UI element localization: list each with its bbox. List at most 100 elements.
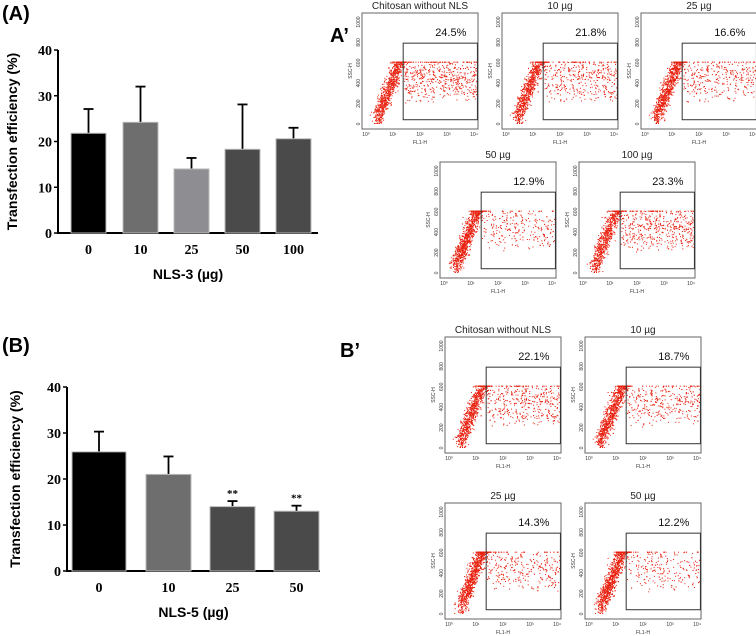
data-point xyxy=(516,112,518,114)
data-point xyxy=(662,83,664,85)
data-point xyxy=(721,91,723,93)
data-point xyxy=(529,92,531,94)
data-point xyxy=(532,75,534,77)
data-point xyxy=(527,84,529,85)
data-point xyxy=(669,97,671,99)
data-point xyxy=(527,81,529,83)
data-point xyxy=(705,74,707,76)
data-point xyxy=(661,114,663,116)
data-point xyxy=(475,215,477,217)
data-point xyxy=(379,119,381,121)
data-point xyxy=(673,81,675,83)
data-point xyxy=(385,95,387,97)
data-point xyxy=(395,79,397,81)
data-point xyxy=(523,99,525,101)
data-point xyxy=(704,73,706,75)
data-point xyxy=(398,83,400,85)
data-point xyxy=(669,90,671,92)
data-point xyxy=(450,63,452,64)
data-point xyxy=(675,61,677,63)
data-point xyxy=(381,122,383,124)
data-point xyxy=(691,69,693,71)
data-point xyxy=(395,82,397,84)
data-point xyxy=(388,67,390,68)
data-point xyxy=(742,65,744,66)
data-point xyxy=(694,72,696,74)
data-point xyxy=(727,90,729,91)
data-point xyxy=(601,78,603,79)
data-point xyxy=(657,103,659,105)
data-point xyxy=(525,88,527,90)
data-point xyxy=(605,78,607,80)
data-point xyxy=(670,91,672,93)
data-point xyxy=(533,78,535,80)
data-point xyxy=(397,74,399,76)
data-point xyxy=(380,113,382,115)
data-point xyxy=(522,118,524,120)
data-point xyxy=(548,244,550,246)
data-point xyxy=(576,88,578,90)
data-point xyxy=(679,62,681,64)
data-point xyxy=(400,62,402,64)
data-point xyxy=(604,85,606,87)
data-point xyxy=(381,99,383,101)
data-point xyxy=(678,64,680,66)
data-point xyxy=(495,218,497,220)
data-point xyxy=(388,82,390,84)
x-tick-label: 25 xyxy=(226,581,240,596)
data-point xyxy=(685,87,687,89)
data-point xyxy=(468,68,469,70)
scatter-points xyxy=(448,210,556,273)
data-point xyxy=(671,68,673,69)
x-tick-label: 50 xyxy=(290,581,304,596)
data-point xyxy=(682,63,684,65)
data-point xyxy=(674,85,676,87)
data-point xyxy=(430,64,432,66)
data-point xyxy=(455,86,457,88)
data-point xyxy=(577,65,579,67)
data-point xyxy=(458,76,460,78)
data-point xyxy=(663,113,665,115)
data-point xyxy=(673,73,675,75)
data-point xyxy=(441,88,442,90)
data-point xyxy=(705,93,707,95)
data-point xyxy=(577,78,579,80)
data-point xyxy=(410,72,412,74)
data-point xyxy=(529,81,531,83)
data-point xyxy=(393,78,395,80)
data-point xyxy=(414,90,416,92)
data-point xyxy=(668,91,670,93)
data-point xyxy=(476,211,478,213)
data-point xyxy=(417,93,419,95)
data-point xyxy=(665,110,667,112)
data-point xyxy=(535,218,537,220)
data-point xyxy=(381,87,383,89)
data-point xyxy=(535,72,537,74)
data-point xyxy=(591,99,593,101)
data-point xyxy=(657,118,659,119)
data-point xyxy=(436,68,438,70)
data-point xyxy=(670,80,672,82)
data-point xyxy=(382,88,384,90)
data-point xyxy=(742,61,744,63)
data-point xyxy=(397,83,399,85)
data-point xyxy=(556,87,558,89)
data-point xyxy=(655,111,657,113)
data-point xyxy=(671,64,673,66)
data-point xyxy=(752,61,754,63)
data-point xyxy=(680,77,682,79)
data-point xyxy=(672,81,674,83)
data-point xyxy=(754,70,756,72)
data-point xyxy=(595,64,596,66)
data-point xyxy=(661,109,663,111)
data-point xyxy=(667,81,669,83)
data-point xyxy=(450,79,452,81)
data-point xyxy=(584,90,586,92)
data-point xyxy=(452,75,454,77)
data-point xyxy=(518,103,519,104)
data-point xyxy=(433,96,435,98)
data-point xyxy=(589,63,590,65)
data-point xyxy=(706,68,708,70)
data-point xyxy=(541,240,543,242)
data-point xyxy=(597,77,599,78)
